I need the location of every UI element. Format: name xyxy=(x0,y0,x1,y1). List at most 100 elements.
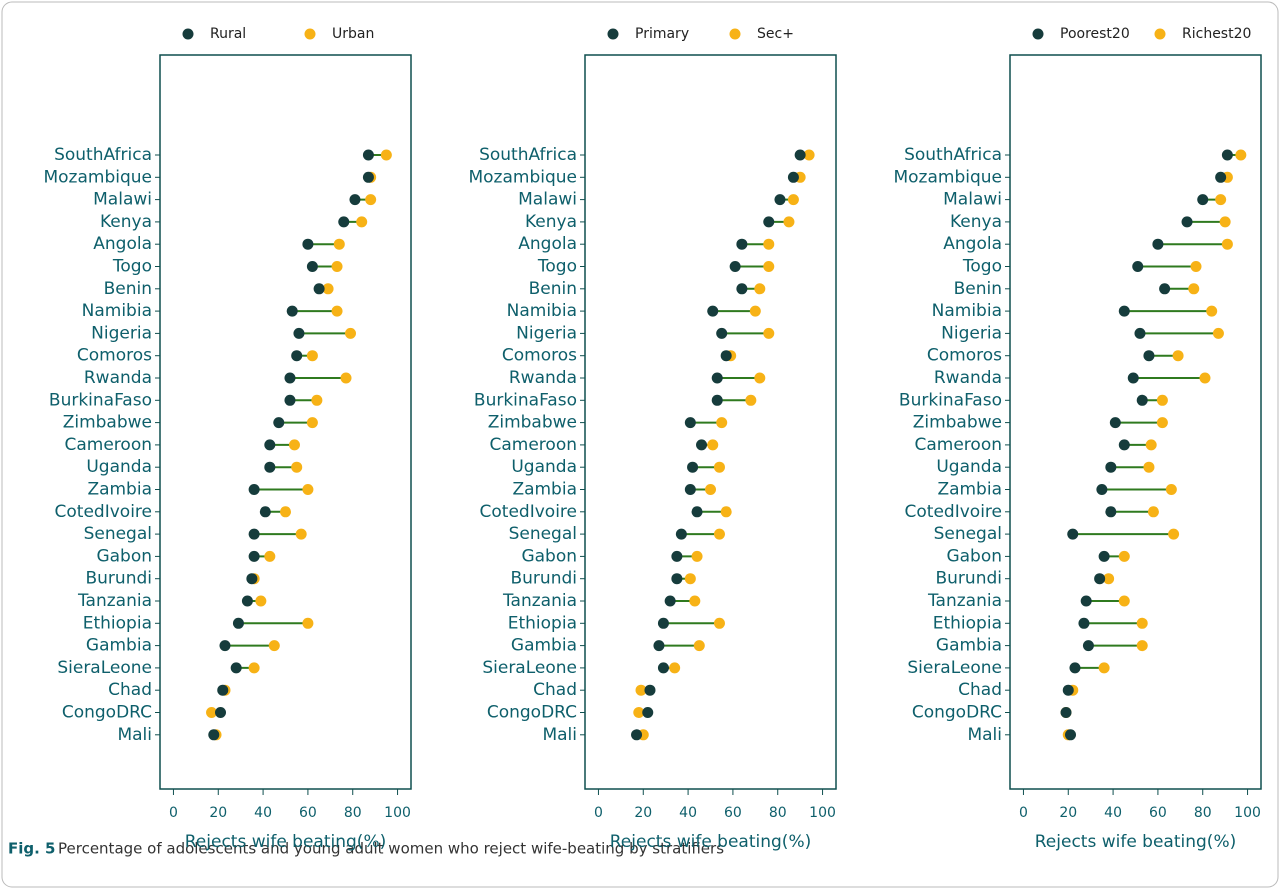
y-tick-label: CongoDRC xyxy=(912,703,1002,723)
dot xyxy=(313,283,325,295)
y-tick-label: Rwanda xyxy=(509,368,577,388)
dot xyxy=(1096,484,1108,495)
dot xyxy=(217,684,229,696)
y-tick-label: SieraLeone xyxy=(482,658,577,678)
y-tick-label: Mozambique xyxy=(893,167,1002,187)
dot xyxy=(1188,283,1200,295)
dot xyxy=(344,327,356,339)
legend-label: Sec+ xyxy=(757,26,794,42)
dot xyxy=(1221,238,1233,250)
y-tick-label: Benin xyxy=(529,279,577,299)
dot xyxy=(713,461,725,473)
dot xyxy=(1156,417,1168,429)
x-axis-label: Rejects wife beating(%) xyxy=(610,832,811,852)
dot xyxy=(1094,573,1106,585)
x-axis-label: Rejects wife beating(%) xyxy=(185,832,386,852)
dot xyxy=(1212,327,1224,339)
y-tick-label: Zambia xyxy=(512,480,577,500)
dot xyxy=(338,216,350,228)
y-tick-label: Tanzania xyxy=(927,591,1002,611)
legend-label: Urban xyxy=(332,26,374,42)
y-tick-label: Gambia xyxy=(936,636,1002,656)
dot xyxy=(248,484,260,495)
dot xyxy=(302,484,314,495)
y-tick-label: Angola xyxy=(93,234,152,254)
dot xyxy=(206,707,218,718)
dot xyxy=(306,261,318,272)
dot xyxy=(1082,640,1094,652)
y-tick-label: CotedIvoire xyxy=(55,502,152,522)
dot xyxy=(711,372,723,384)
dot xyxy=(1136,617,1148,629)
dot xyxy=(1147,506,1159,518)
dot xyxy=(684,573,696,585)
dot xyxy=(1127,372,1139,384)
y-tick-label: Mali xyxy=(542,725,577,745)
y-tick-label: Ethiopia xyxy=(933,613,1002,633)
dot xyxy=(1080,595,1092,607)
y-tick-label: Namibia xyxy=(507,301,577,321)
dot xyxy=(720,506,732,518)
dot xyxy=(657,617,669,629)
dot xyxy=(1060,707,1072,718)
y-tick-label: Zimbabwe xyxy=(913,413,1002,433)
dot xyxy=(349,194,361,206)
dot xyxy=(306,417,318,429)
dot xyxy=(1118,305,1130,317)
dot xyxy=(787,194,799,206)
dot xyxy=(1118,550,1130,562)
dot xyxy=(1159,283,1171,295)
plot-frame xyxy=(159,54,412,790)
y-tick-label: SouthAfrica xyxy=(904,145,1002,165)
dot xyxy=(693,640,705,652)
x-tick-label: 80 xyxy=(344,805,362,821)
dot xyxy=(306,350,318,362)
dot xyxy=(684,417,696,429)
y-tick-label: Tanzania xyxy=(502,591,577,611)
dot xyxy=(716,327,728,339)
y-tick-label: CotedIvoire xyxy=(905,502,1002,522)
x-tick-label: 60 xyxy=(1149,805,1167,821)
y-tick-label: Chad xyxy=(533,680,577,700)
dot xyxy=(729,261,741,272)
dot xyxy=(1156,394,1168,406)
dot xyxy=(671,550,683,562)
dot xyxy=(365,194,377,206)
dot xyxy=(264,550,276,562)
y-tick-label: Senegal xyxy=(509,524,577,544)
x-tick-label: 0 xyxy=(1019,805,1028,821)
dot xyxy=(331,305,343,317)
dot xyxy=(1118,439,1130,451)
dot xyxy=(1197,194,1209,206)
dot xyxy=(302,238,314,250)
dot xyxy=(1235,149,1247,161)
dot xyxy=(794,149,806,161)
dot xyxy=(687,461,699,473)
plot-frame xyxy=(1009,54,1262,790)
dot xyxy=(280,506,291,518)
y-tick-label: Chad xyxy=(108,680,152,700)
dot xyxy=(774,194,786,206)
y-tick-label: Cameroon xyxy=(65,435,153,455)
dot xyxy=(664,595,676,607)
y-tick-label: Kenya xyxy=(950,212,1002,232)
dot xyxy=(248,528,260,540)
dot xyxy=(1165,484,1177,495)
x-tick-label: 100 xyxy=(1234,805,1261,821)
dot xyxy=(745,394,757,406)
dot xyxy=(713,528,725,540)
dot xyxy=(707,305,719,317)
dot xyxy=(1181,216,1193,228)
dot xyxy=(208,729,220,741)
dot xyxy=(689,595,701,607)
dot xyxy=(713,617,725,629)
dot xyxy=(230,662,242,674)
dot xyxy=(255,595,267,607)
x-tick-label: 40 xyxy=(1104,805,1122,821)
plot-frame xyxy=(584,54,837,790)
y-tick-label: Kenya xyxy=(525,212,577,232)
dot xyxy=(295,528,307,540)
dot xyxy=(1136,640,1148,652)
dot xyxy=(749,305,761,317)
y-tick-label: SouthAfrica xyxy=(479,145,577,165)
